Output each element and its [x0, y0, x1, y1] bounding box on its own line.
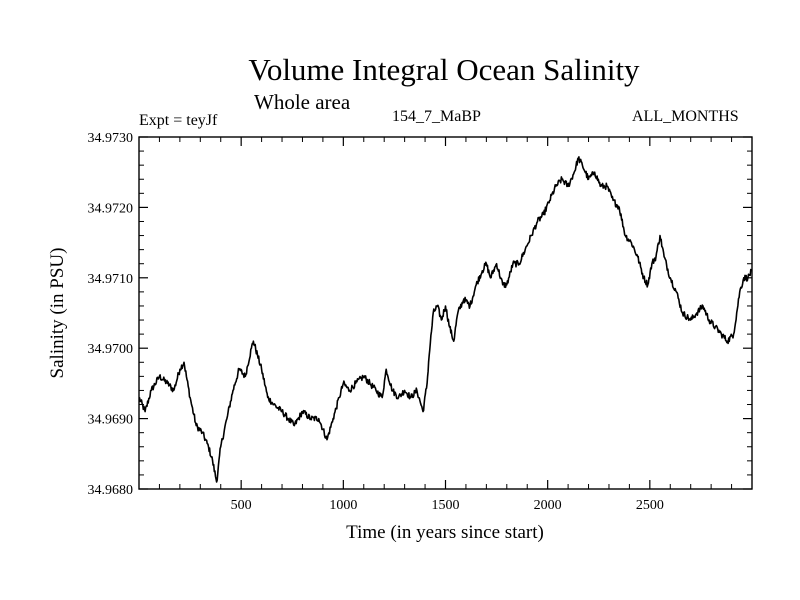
- x-tick-label: 500: [231, 498, 252, 513]
- y-tick-label: 34.9720: [88, 201, 134, 216]
- plot-area-frame: [138, 136, 753, 490]
- x-axis: 500 1000 1500 2000 2500: [158, 137, 733, 513]
- y-tick-label: 34.9680: [88, 483, 134, 498]
- series-layer: [138, 156, 753, 483]
- x-axis-label: Time (in years since start): [346, 522, 544, 543]
- series-line-salinity: [138, 156, 753, 483]
- x-tick-label: 2500: [636, 498, 664, 513]
- period-label: ALL_MONTHS: [632, 108, 739, 125]
- y-tick-label: 34.9690: [88, 413, 134, 428]
- y-tick-label: 34.9700: [88, 342, 134, 357]
- y-axis: 34.9680 34.9690 34.9700 34.9710 34.9720 34.97…: [88, 131, 752, 498]
- x-tick-label: 1500: [432, 498, 460, 513]
- experiment-label: Expt = teyJf: [139, 112, 218, 129]
- run-label: 154_7_MaBP: [392, 108, 481, 125]
- y-axis-label: Salinity (in PSU): [47, 248, 68, 379]
- chart-subtitle: Whole area: [254, 90, 351, 114]
- x-tick-label: 1000: [329, 498, 357, 513]
- y-tick-label: 34.9710: [88, 272, 134, 287]
- x-tick-label: 2000: [534, 498, 562, 513]
- y-tick-label: 34.9730: [88, 131, 134, 146]
- chart-title: Volume Integral Ocean Salinity: [248, 52, 640, 87]
